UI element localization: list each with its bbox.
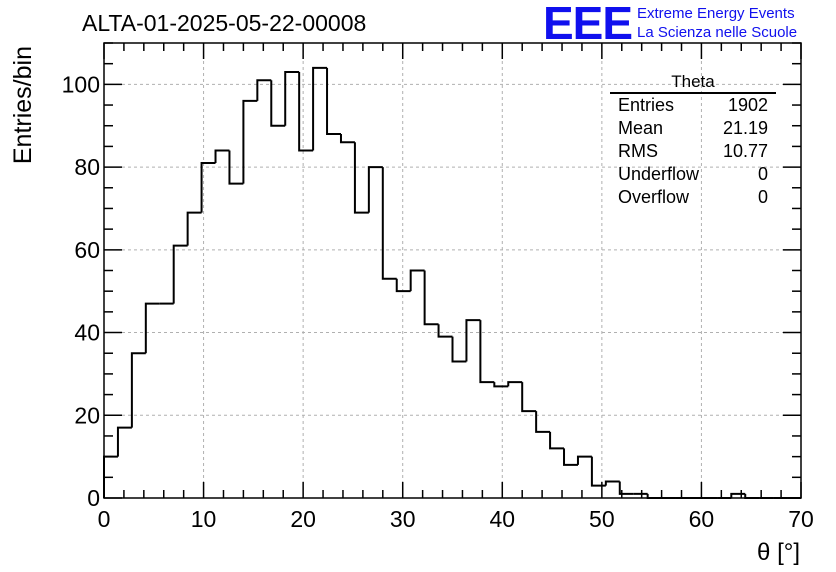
stats-value: 0 — [757, 187, 768, 207]
histogram-bin — [549, 431, 565, 450]
x-axis-label: θ [°] — [757, 539, 800, 566]
y-tick-label: 40 — [74, 320, 100, 346]
histogram-bin — [228, 150, 244, 185]
x-tick-label: 40 — [489, 506, 515, 532]
stats-label: Entries — [618, 95, 675, 115]
x-tick-label: 50 — [589, 506, 615, 532]
x-tick-label: 20 — [290, 506, 316, 532]
histogram-bin — [326, 67, 341, 135]
stats-label: Overflow — [618, 187, 690, 207]
histogram-bin — [200, 161, 216, 213]
x-tick-label: 60 — [689, 506, 715, 532]
stats-value: 0 — [757, 164, 768, 184]
project-line-2: La Scienza nelle Scuole — [637, 24, 798, 41]
project-name: Extreme Energy Events La Scienza nelle S… — [637, 4, 797, 42]
histogram-bin — [618, 481, 634, 495]
chart-title: ALTA-01-2025-05-22-00008 — [82, 10, 367, 36]
stats-label: Underflow — [618, 164, 700, 184]
histogram-bin — [465, 319, 481, 362]
histogram-bin — [242, 99, 258, 184]
histogram-bin — [214, 149, 230, 163]
histogram-bin — [172, 244, 188, 304]
y-tick-label: 60 — [74, 237, 100, 263]
stats-row-mean: Mean 21.19 — [610, 117, 776, 140]
histogram-bin — [535, 411, 551, 433]
y-tick-label: 80 — [74, 154, 100, 180]
project-line-1: Extreme Energy Events — [637, 5, 795, 22]
x-tick-label: 30 — [390, 506, 416, 532]
y-tick-label: 20 — [74, 402, 100, 428]
histogram-bin — [381, 167, 397, 280]
histogram-bin — [395, 278, 411, 293]
histogram-bin — [493, 382, 509, 388]
y-tick-label: 0 — [87, 485, 100, 511]
stats-label: RMS — [618, 141, 658, 161]
stats-row-overflow: Overflow 0 — [610, 186, 776, 209]
x-tick-label: 0 — [98, 506, 111, 532]
stats-box: Theta Entries 1902 Mean 21.19 RMS 10.77 … — [610, 72, 776, 209]
stats-value: 21.19 — [722, 118, 768, 138]
histogram-bin — [437, 324, 453, 338]
stats-value: 10.77 — [722, 141, 768, 161]
stats-label: Mean — [618, 118, 664, 138]
histogram-bin — [339, 134, 355, 144]
histogram-bin — [423, 270, 439, 326]
histogram-bin — [144, 302, 160, 354]
stats-title: Theta — [610, 72, 776, 94]
histogram-bin — [409, 269, 425, 292]
eee-logo: EEE — [543, 0, 633, 49]
histogram-bin — [604, 480, 620, 486]
stats-row-entries: Entries 1902 — [610, 94, 776, 117]
x-tick-label: 10 — [191, 506, 217, 532]
grid-lines — [104, 43, 801, 498]
histogram-bin — [353, 142, 369, 214]
histogram-bin — [130, 352, 146, 428]
histogram-bin — [590, 456, 606, 487]
histogram-bin — [507, 381, 523, 387]
histogram-bin — [186, 211, 202, 246]
stats-row-underflow: Underflow 0 — [610, 163, 776, 186]
histogram-bin — [479, 320, 495, 384]
histogram-bin — [116, 426, 132, 457]
histogram-bin — [367, 166, 383, 213]
tick-labels: 0 10 20 30 40 50 60 70 0 20 40 60 80 100 — [62, 71, 814, 532]
histogram-bin — [256, 79, 272, 101]
histogram-bin — [563, 448, 578, 466]
x-tick-label: 70 — [788, 506, 814, 532]
axes — [103, 42, 802, 499]
y-tick-label: 100 — [62, 71, 100, 97]
stats-row-rms: RMS 10.77 — [610, 140, 776, 163]
histogram-bin — [576, 455, 592, 465]
histogram-bin — [521, 382, 537, 413]
y-axis-label: Entries/bin — [9, 46, 37, 164]
histogram-bin — [270, 80, 286, 127]
stats-value: 1902 — [727, 95, 768, 115]
histogram-series — [103, 66, 801, 499]
histogram-bin — [298, 71, 314, 152]
histogram-bin — [284, 70, 300, 126]
histogram-bin — [312, 66, 328, 151]
histogram-bin — [451, 336, 467, 363]
